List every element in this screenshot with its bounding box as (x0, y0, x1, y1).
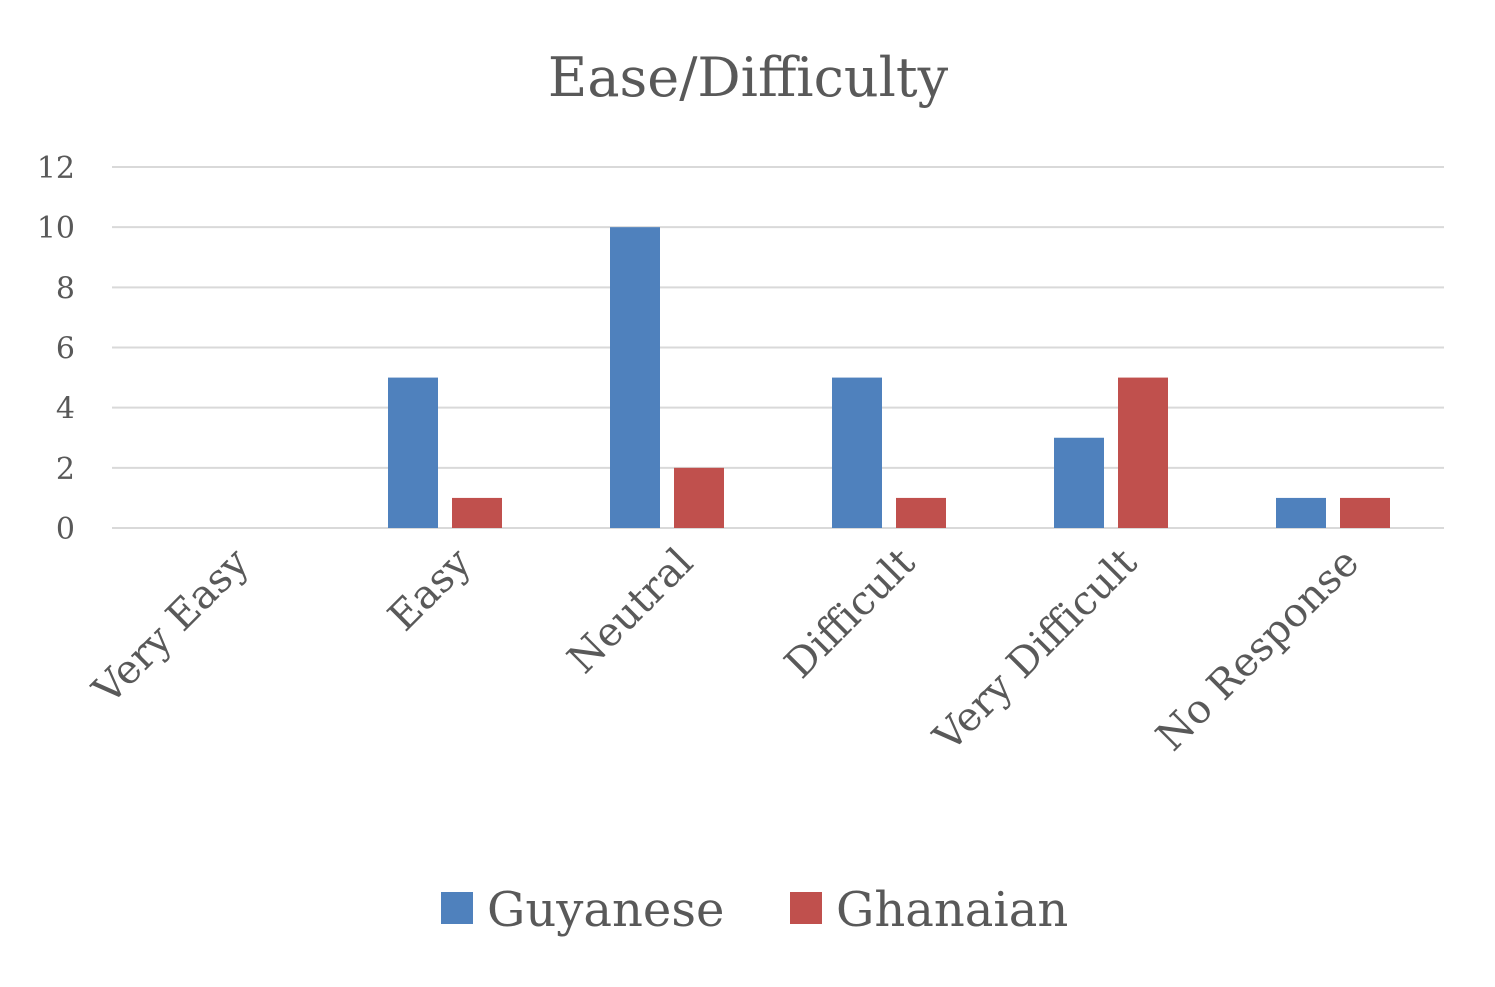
x-tick-label: Very Easy (84, 539, 259, 714)
bar-ghanaian-difficult (896, 497, 946, 528)
legend-swatch-guyanese (441, 892, 473, 924)
y-tick-label: 4 (56, 392, 75, 427)
x-tick-label: Easy (380, 539, 481, 640)
y-tick-label: 8 (56, 271, 75, 306)
y-tick-label: 0 (56, 512, 75, 547)
legend-swatch-ghanaian (790, 892, 822, 924)
legend-label-ghanaian: Ghanaian (836, 882, 1068, 938)
bar-ghanaian-neutral (674, 467, 724, 528)
x-axis-ticks: Very Easy Easy Neutral Difficult Very Diffic… (84, 539, 1368, 761)
y-tick-label: 12 (37, 151, 75, 186)
bars (388, 227, 1390, 528)
bar-ghanaian-easy (452, 497, 502, 528)
x-tick-label: Difficult (776, 540, 924, 688)
gridlines (112, 166, 1444, 529)
bar-ghanaian-very-difficult (1118, 377, 1168, 528)
bar-guyanese-easy (388, 377, 438, 528)
x-tick-label: Very Difficult (924, 540, 1146, 762)
y-tick-label: 2 (56, 452, 75, 487)
x-tick-label: Neutral (559, 540, 702, 683)
bar-guyanese-difficult (832, 377, 882, 528)
bar-guyanese-neutral (610, 227, 660, 528)
chart-title: Ease/Difficulty (548, 46, 949, 109)
bar-guyanese-no-response (1276, 497, 1326, 528)
legend-label-guyanese: Guyanese (487, 882, 724, 938)
bar-ghanaian-no-response (1340, 497, 1390, 528)
bar-guyanese-very-difficult (1054, 437, 1104, 528)
y-tick-label: 6 (56, 332, 75, 367)
legend: Guyanese Ghanaian (441, 882, 1068, 938)
x-tick-label: No Response (1148, 540, 1368, 760)
y-tick-label: 10 (37, 211, 75, 246)
y-axis-ticks: 0 2 4 6 8 10 12 (37, 151, 75, 547)
